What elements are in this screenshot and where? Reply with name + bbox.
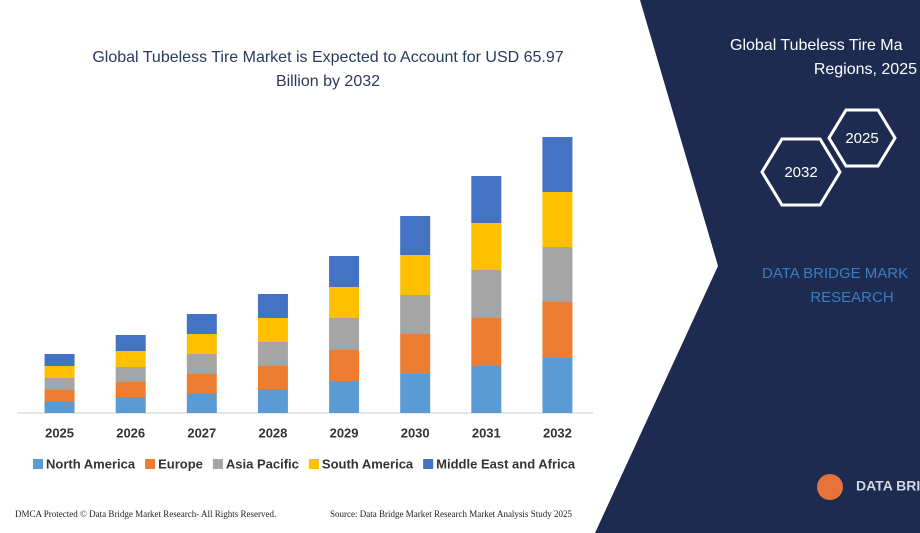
hexagon — [760, 137, 842, 207]
bar-segment — [329, 318, 360, 350]
bar-segment — [329, 256, 360, 287]
x-tick-label: 2030 — [401, 425, 430, 440]
bar-segment — [400, 216, 431, 255]
bar-segment — [471, 223, 502, 270]
bar-segment — [471, 366, 502, 413]
x-tick-label: 2027 — [187, 425, 216, 440]
bar-segment — [115, 397, 146, 413]
bar-segment — [186, 314, 217, 334]
bar-segment — [400, 295, 431, 334]
bar-segment — [257, 294, 288, 318]
bar-segment — [257, 389, 288, 413]
legend-label: South America — [322, 456, 414, 471]
brand-text: DATA BRIDGE MARK — [762, 265, 908, 282]
bar-segment — [115, 382, 146, 397]
bar-segment — [400, 374, 431, 413]
legend-swatch — [33, 459, 43, 469]
legend-swatch — [145, 459, 156, 469]
bar-segment — [471, 176, 502, 223]
legend-label: Asia Pacific — [226, 456, 299, 471]
bar-segment — [542, 137, 573, 192]
x-tick-label: 2026 — [116, 425, 145, 440]
bar-segment — [44, 366, 75, 378]
bar-segment — [186, 354, 217, 374]
panel-title: Regions, 2025 — [814, 61, 917, 78]
bar-segment — [44, 402, 75, 413]
legend-label: North America — [46, 456, 136, 471]
logo-text: DATA BRI — [856, 478, 920, 494]
bar-segment — [542, 247, 573, 302]
bar-segment — [400, 334, 431, 374]
x-tick-label: 2025 — [45, 425, 74, 440]
bar-segment — [542, 358, 573, 413]
hexagon-label: 2025 — [845, 130, 878, 147]
chart-subtitle: Billion by 2032 — [276, 73, 380, 90]
bar-segment — [542, 192, 573, 247]
bar-segment — [471, 318, 502, 366]
bar-segment — [257, 318, 288, 342]
side-panel — [595, 0, 920, 533]
bar-segment — [471, 270, 502, 318]
footer-left: DMCA Protected © Data Bridge Market Rese… — [15, 509, 276, 519]
hexagon-label: 2032 — [784, 164, 817, 181]
bar-segment — [186, 334, 217, 354]
bar-segment — [257, 342, 288, 366]
bar-segment — [257, 366, 288, 389]
bar-segment — [44, 378, 75, 390]
x-tick-label: 2029 — [330, 425, 359, 440]
bar-segment — [44, 354, 75, 366]
x-tick-label: 2032 — [543, 425, 572, 440]
bar-segment — [186, 394, 217, 413]
legend-swatch — [423, 459, 434, 469]
bar-segment — [44, 390, 75, 402]
legend-swatch — [308, 459, 319, 469]
panel-title: Global Tubeless Tire Ma — [730, 37, 903, 54]
bar-segment — [329, 350, 360, 381]
legend-label: Europe — [158, 456, 203, 471]
bar-segment — [186, 374, 217, 394]
legend-label: Middle East and Africa — [436, 456, 576, 471]
bar-segment — [329, 381, 360, 413]
bar-segment — [115, 351, 146, 367]
bar-segment — [329, 287, 360, 318]
hexagon — [827, 108, 897, 168]
legend-swatch — [212, 459, 223, 469]
bar-segment — [115, 335, 146, 351]
x-tick-label: 2031 — [472, 425, 501, 440]
logo-icon — [817, 474, 843, 500]
chart-title: Global Tubeless Tire Market is Expected … — [92, 49, 563, 66]
bar-segment — [400, 255, 431, 295]
footer-right: Source: Data Bridge Market Research Mark… — [330, 509, 572, 519]
brand-text: RESEARCH — [810, 289, 893, 306]
bar-segment — [542, 302, 573, 358]
x-tick-label: 2028 — [258, 425, 287, 440]
bar-segment — [115, 367, 146, 382]
